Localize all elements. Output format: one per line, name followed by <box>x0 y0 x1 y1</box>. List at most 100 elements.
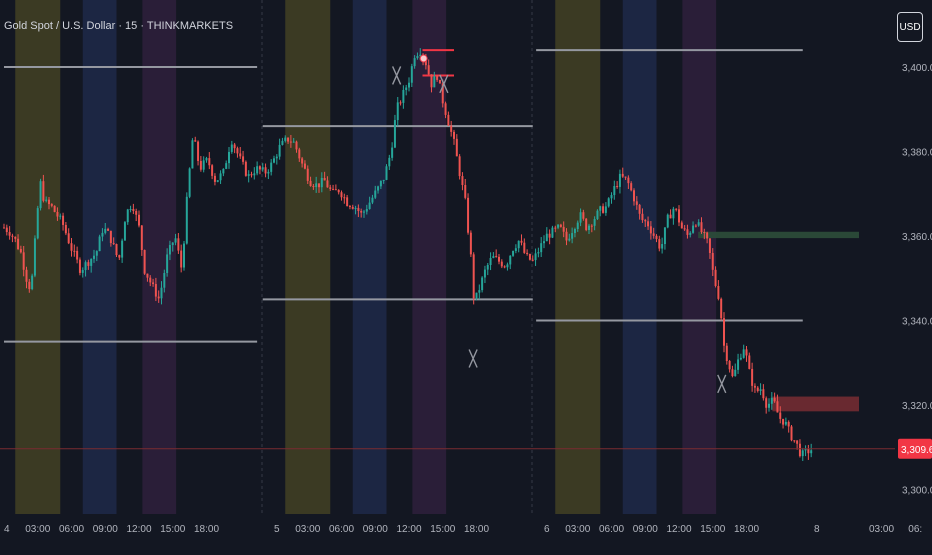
candle-up <box>391 147 394 158</box>
candle-up <box>253 173 256 176</box>
candle-up <box>385 166 388 180</box>
x-marker <box>391 66 402 85</box>
candle-up <box>81 270 84 273</box>
candle-down <box>500 261 503 267</box>
price-tick-label: 3,320.00 <box>902 401 932 412</box>
candle-up <box>270 162 273 172</box>
time-axis[interactable]: 4 03:00 06:00 09:00 12:00 15:00 18:00 5 03:00 06:… <box>4 524 922 535</box>
candle-up <box>408 82 410 88</box>
candle-down <box>112 243 115 245</box>
candle-down <box>559 224 562 227</box>
candle-up <box>205 158 208 161</box>
candle-down <box>562 226 565 232</box>
x-marker <box>468 349 478 368</box>
currency-button[interactable]: USD <box>897 12 923 42</box>
candle-up <box>95 251 98 256</box>
candle-up <box>230 144 233 152</box>
time-tick-label: 06:00 <box>329 524 354 535</box>
candle-down <box>590 225 593 227</box>
candle-down <box>635 201 638 205</box>
day-tick-label: 5 <box>274 524 280 535</box>
candle-down <box>807 448 810 454</box>
price-tick-label: 3,400.00 <box>902 63 932 74</box>
candle-up <box>672 208 675 219</box>
candle-down <box>694 225 697 227</box>
time-tick-label: 03:00 <box>25 524 50 535</box>
candle-up <box>661 244 664 249</box>
candle-up <box>770 397 773 404</box>
time-tick-label: 18:00 <box>194 524 219 535</box>
candle-down <box>295 141 298 150</box>
candle-down <box>436 76 439 80</box>
candle-down <box>258 166 261 170</box>
session-bands <box>15 0 717 514</box>
candle-down <box>157 296 160 299</box>
candle-up <box>557 224 560 228</box>
candle-down <box>351 207 354 209</box>
candle-down <box>312 186 315 188</box>
candle-down <box>264 167 267 174</box>
candle-down <box>498 256 500 262</box>
candle-up <box>365 208 368 212</box>
candle-up <box>36 208 39 239</box>
candle-down <box>135 210 138 215</box>
candle-down <box>756 387 759 392</box>
candle-up <box>697 222 700 226</box>
candle-down <box>765 398 768 408</box>
day-tick-label: 6 <box>544 524 550 535</box>
time-tick-label: 15:00 <box>160 524 185 535</box>
candle-up <box>478 290 481 293</box>
candle-down <box>22 252 25 270</box>
candle-up <box>371 197 374 203</box>
chart-markers <box>391 54 727 394</box>
candle-down <box>326 180 329 188</box>
candle-down <box>644 220 647 222</box>
candle-down <box>621 173 624 177</box>
candle-down <box>239 153 242 157</box>
candle-down <box>675 208 678 210</box>
symbol-title: Gold Spot / U.S. Dollar · 15 · THINKMARK… <box>4 20 234 32</box>
candle-up <box>45 199 48 201</box>
price-tick-label: 3,360.00 <box>902 232 932 243</box>
candle-up <box>281 140 284 145</box>
candle-down <box>424 58 427 66</box>
candle-down <box>250 174 253 176</box>
candle-down <box>348 206 351 208</box>
candle-down <box>683 228 686 230</box>
candle-down <box>146 273 149 278</box>
candle-up <box>363 211 365 213</box>
candle-down <box>787 421 790 427</box>
candle-down <box>447 114 450 126</box>
time-tick-label: 06:00 <box>599 524 624 535</box>
candle-up <box>261 167 264 170</box>
demand-zone <box>698 231 859 239</box>
candle-up <box>393 120 396 148</box>
candle-down <box>19 249 22 253</box>
candle-up <box>537 252 540 254</box>
candle-down <box>503 266 506 268</box>
session-band-london <box>622 0 657 514</box>
candle-down <box>340 192 343 198</box>
candle-up <box>59 215 62 217</box>
candle-up <box>101 232 104 237</box>
time-tick-label: 12:00 <box>126 524 151 535</box>
price-axis[interactable]: 3,300.00 3,320.00 3,340.00 3,360.00 3,380.00… <box>898 63 932 497</box>
candle-up <box>84 262 87 271</box>
session-band-asia <box>15 0 61 514</box>
candle-down <box>87 262 90 266</box>
candle-down <box>78 259 81 273</box>
candle-up <box>433 76 436 88</box>
candle-down <box>706 232 709 239</box>
candle-down <box>48 199 50 205</box>
candle-down <box>649 226 652 234</box>
candle-down <box>236 148 239 154</box>
candle-up <box>543 241 545 244</box>
candle-down <box>11 235 14 237</box>
candle-down <box>197 141 200 161</box>
candle-down <box>700 222 703 233</box>
candle-down <box>723 318 725 346</box>
candle-down <box>138 214 140 226</box>
candle-down <box>720 298 723 319</box>
